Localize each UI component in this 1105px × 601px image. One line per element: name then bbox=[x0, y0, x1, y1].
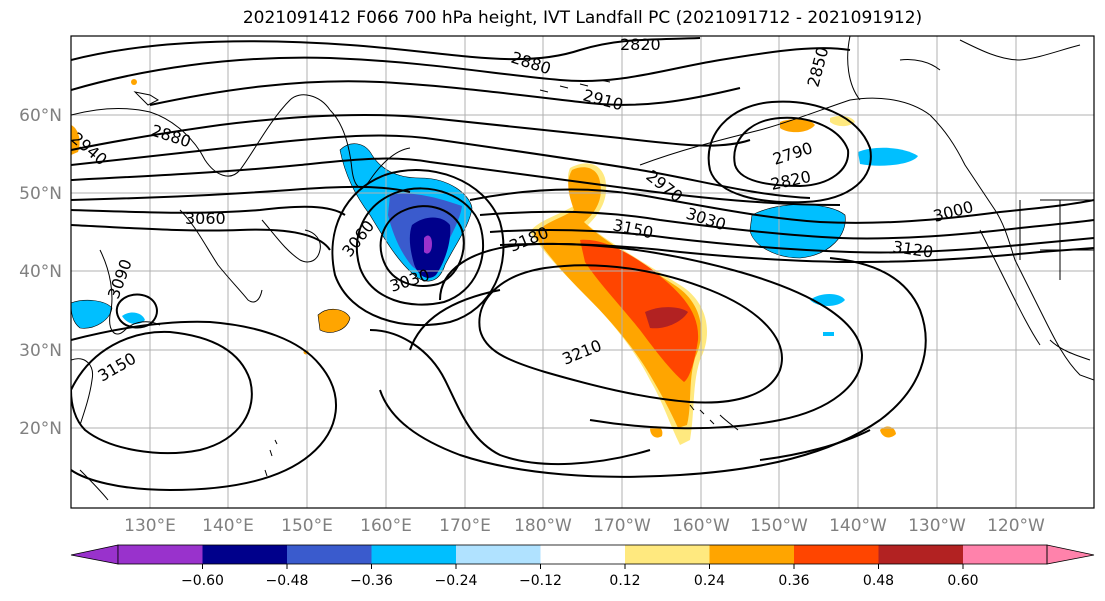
lon-label: 120°W bbox=[987, 516, 1045, 536]
colorbar-tick-label: −0.48 bbox=[266, 573, 309, 589]
ivt-shading bbox=[71, 79, 918, 445]
shading-pos-west bbox=[71, 125, 80, 155]
colorbar-tick-label: −0.36 bbox=[350, 573, 393, 589]
colorbar-tick-label: 0.60 bbox=[947, 573, 978, 589]
colorbar-swatch bbox=[287, 545, 372, 564]
shading-pos-small3 bbox=[830, 115, 855, 127]
shading-pos-small1 bbox=[317, 309, 351, 333]
colorbar-swatch bbox=[118, 545, 203, 564]
colorbar-swatch bbox=[878, 545, 963, 564]
shading-pos-small2 bbox=[780, 119, 815, 133]
longitude-labels: 130°E 140°E 150°E 160°E 170°E 180°W 170°… bbox=[124, 516, 1045, 536]
lon-label: 150°W bbox=[750, 516, 808, 536]
colorbar-swatch bbox=[963, 545, 1047, 564]
shading-pos-small4 bbox=[880, 426, 896, 438]
contour-label: 2880 bbox=[509, 48, 554, 79]
lat-label: 50°N bbox=[19, 184, 62, 204]
colorbar: −0.60 −0.48 −0.36 −0.24 −0.12 0.12 0.24 … bbox=[70, 544, 1095, 589]
shading-pos-dot1 bbox=[131, 79, 137, 85]
shading-pos-small5 bbox=[650, 426, 663, 438]
shading-neg-japan bbox=[122, 312, 145, 325]
colorbar-tick-label: −0.12 bbox=[519, 573, 562, 589]
contour-label: 2820 bbox=[769, 167, 813, 194]
colorbar-tick-label: 0.12 bbox=[609, 573, 640, 589]
colorbar-tick-label: −0.60 bbox=[181, 573, 224, 589]
contour-label: 2820 bbox=[620, 35, 661, 54]
shading-neg-core bbox=[424, 235, 432, 254]
lon-label: 180°W bbox=[514, 516, 572, 536]
height-contours bbox=[71, 37, 1094, 492]
colorbar-swatch bbox=[540, 545, 625, 564]
colorbar-tick-label: 0.48 bbox=[863, 573, 894, 589]
lon-label: 160°W bbox=[672, 516, 730, 536]
lon-label: 150°E bbox=[281, 516, 333, 536]
colorbar-extend-low bbox=[70, 544, 119, 565]
contour-label: 2880 bbox=[149, 121, 194, 152]
lon-label: 130°E bbox=[124, 516, 176, 536]
contour-label: 2850 bbox=[804, 45, 833, 89]
contour-label: 2790 bbox=[770, 138, 815, 169]
shading-neg-small2 bbox=[823, 332, 834, 336]
lon-label: 170°E bbox=[439, 516, 491, 536]
lon-label: 140°E bbox=[202, 516, 254, 536]
lat-label: 60°N bbox=[19, 106, 62, 126]
contour-label: 3210 bbox=[559, 336, 604, 369]
colorbar-tick-label: −0.24 bbox=[435, 573, 478, 589]
lon-label: 170°W bbox=[593, 516, 651, 536]
shading-pos-dark bbox=[645, 307, 688, 329]
map-title: 2021091412 F066 700 hPa height, IVT Land… bbox=[242, 8, 923, 28]
graticule bbox=[71, 36, 1094, 508]
colorbar-outline bbox=[117, 544, 1048, 565]
colorbar-extend-high bbox=[1046, 544, 1095, 565]
lat-label: 40°N bbox=[19, 262, 62, 282]
shading-neg-alaska bbox=[858, 147, 918, 166]
contour-label: 2910 bbox=[581, 86, 625, 115]
colorbar-tick-label: 0.36 bbox=[778, 573, 809, 589]
colorbar-tick-label: 0.24 bbox=[694, 573, 725, 589]
lon-label: 130°W bbox=[908, 516, 966, 536]
lat-label: 20°N bbox=[19, 419, 62, 439]
latitude-labels: 60°N 50°N 40°N 30°N 20°N bbox=[19, 106, 62, 439]
contour-label: 3150 bbox=[611, 215, 655, 242]
colorbar-swatch bbox=[794, 545, 879, 564]
colorbar-swatch bbox=[456, 545, 541, 564]
colorbar-swatch bbox=[371, 545, 456, 564]
lon-label: 140°W bbox=[829, 516, 887, 536]
contour-labels: 2820 2880 2850 2910 2880 2790 2820 2970 … bbox=[67, 35, 975, 385]
contour-label: 3150 bbox=[95, 349, 140, 386]
shading-neg-small1 bbox=[810, 294, 845, 306]
shading-pos-red bbox=[580, 239, 699, 382]
contour-label: 3120 bbox=[891, 237, 934, 261]
contour-label: 3060 bbox=[338, 217, 378, 261]
colorbar-swatch bbox=[202, 545, 287, 564]
contour-label: 3060 bbox=[185, 209, 226, 228]
colorbar-swatch bbox=[709, 545, 794, 564]
shading-neg-west bbox=[71, 299, 113, 329]
lat-label: 30°N bbox=[19, 341, 62, 361]
contour-label: 3030 bbox=[387, 265, 432, 296]
colorbar-swatch bbox=[625, 545, 710, 564]
contour-label: 3000 bbox=[931, 197, 975, 226]
map-frame bbox=[70, 35, 1095, 509]
lon-label: 160°E bbox=[360, 516, 412, 536]
